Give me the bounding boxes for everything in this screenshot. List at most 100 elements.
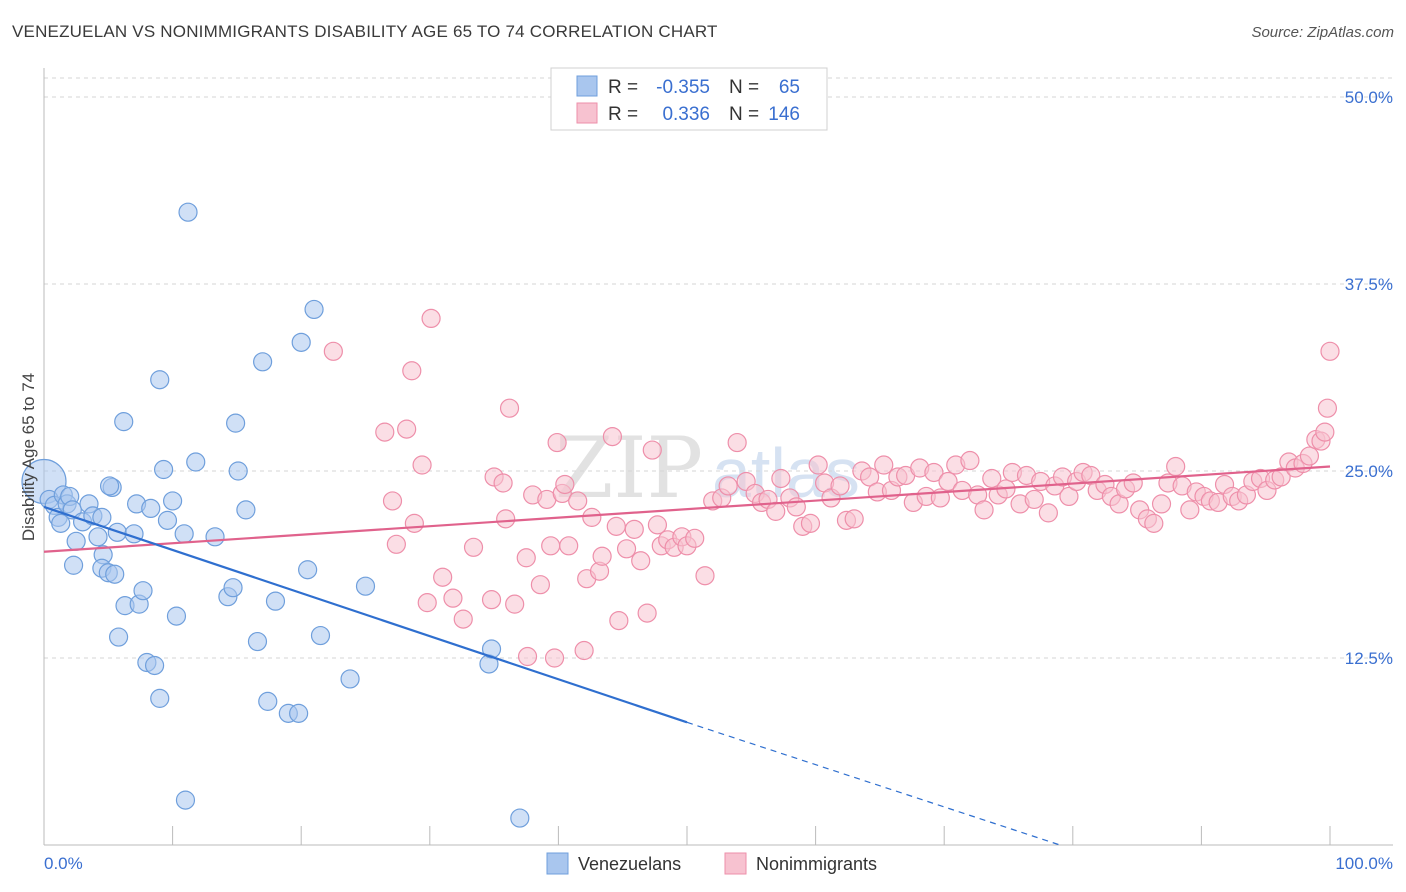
venezuelans-point [88,527,108,547]
stats-n-label-a: N = [729,77,759,98]
venezuelans-point [174,524,194,544]
stats-n-value-b: 146 [768,104,800,125]
nonimmigrants-point [1144,513,1164,533]
nonimmigrants-point [631,551,651,571]
nonimmigrants-point [695,566,715,586]
nonimmigrants-point [402,361,422,381]
nonimmigrants-point [938,471,958,492]
nonimmigrants-point [1299,446,1320,466]
nonimmigrants-point [1315,422,1335,442]
nonimmigrants-point [499,398,520,418]
nonimmigrants-point [685,528,705,548]
nonimmigrants-point [960,450,980,471]
venezuelans-point [66,531,86,551]
nonimmigrants-point [386,534,406,554]
venezuelans-point [265,591,286,611]
nonimmigrants-point [412,455,432,475]
nonimmigrants-point [606,516,626,536]
venezuelans-point [163,491,183,511]
legend-label-venezuelans: Venezuelans [578,854,681,874]
nonimmigrants-point [463,537,484,557]
nonimmigrants-point [1059,486,1079,507]
nonimmigrants-point [544,648,565,668]
nonimmigrants-point [496,509,516,529]
nonimmigrants-point [727,432,747,453]
venezuelans-point [175,790,196,810]
nonimmigrants-point [718,476,738,496]
nonimmigrants-point [982,468,1002,489]
venezuelans-point [144,655,165,676]
chart-title: VENEZUELAN VS NONIMMIGRANTS DISABILITY A… [12,22,718,41]
nonimmigrants-point [375,422,395,442]
venezuelans-point [510,808,530,828]
nonimmigrants-point [382,491,403,511]
venezuelans-point [253,352,273,372]
nonimmigrants-point [800,513,821,533]
venezuelans-point [141,498,161,518]
nonimmigrants-point [924,462,944,483]
stats-swatch-venezuelans [576,75,598,97]
nonimmigrants-point [421,308,441,329]
nonimmigrants-point [547,432,567,453]
venezuelans-point [157,510,178,530]
nonimmigrants-point [592,546,612,566]
y-tick-label: 50.0% [1345,88,1393,107]
y-tick-label: 12.5% [1345,649,1393,668]
stats-n-value-a: 65 [779,77,800,98]
nonimmigrants-point [874,455,894,475]
stats-r-label-b: R = [608,104,638,125]
legend-label-nonimmigrants: Nonimmigrants [756,854,877,874]
venezuelans-point [108,627,129,647]
nonimmigrants-point [568,491,588,511]
venezuelans-point [205,527,225,547]
x-tick-min: 0.0% [44,854,83,873]
nonimmigrants-point [1271,467,1291,487]
venezuelans-point [291,332,311,352]
axes [43,68,1393,846]
nonimmigrants-point [642,440,662,460]
nonimmigrants-point [1166,456,1186,477]
nonimmigrants-point [417,593,437,613]
nonimmigrants-point [582,507,602,527]
nonimmigrants-point [433,567,453,587]
legend-swatch-nonimmigrants [724,852,747,875]
nonimmigrants-point [516,548,536,568]
x-tick-max: 100.0% [1335,854,1393,873]
nonimmigrants-point [559,536,579,556]
trend-lines [43,465,1331,846]
venezuelans-point [226,413,246,433]
venezuelans-point [178,202,198,222]
nonimmigrants-point [616,539,637,559]
nonimmigrants-point [1151,494,1172,514]
y-tick-label: 25.0% [1345,462,1393,481]
nonimmigrants-point [602,426,623,447]
nonimmigrants-point [860,467,880,487]
grid [44,77,1393,659]
venezuelans-point [304,299,324,320]
venezuelans-point [247,631,268,652]
nonimmigrants-point [530,575,550,595]
nonimmigrants-point [808,455,828,475]
nonimmigrants-point [555,474,575,495]
nonimmigrants-point [1180,500,1200,520]
nonimmigrants-point [974,500,994,520]
nonimmigrants-point [647,515,668,535]
venezuelans-point [153,459,174,480]
y-axis-label: Disability Age 65 to 74 [19,373,38,541]
venezuelans-points [21,202,530,828]
venezuelans-point [51,513,71,533]
venezuelans-point [340,669,360,689]
venezuelans-point [166,606,187,626]
nonimmigrants-point [1123,473,1143,493]
nonimmigrants-point [1038,503,1058,523]
venezuelans-point [133,581,153,601]
legend-swatch-venezuelans [546,852,569,875]
venezuelans-point [298,560,318,580]
nonimmigrants-point [453,609,473,629]
venezuelans-point [223,578,243,598]
nonimmigrants-point [637,603,657,623]
nonimmigrants-point [771,468,791,489]
nonimmigrants-point [323,341,343,361]
stats-r-label-a: R = [608,77,638,98]
